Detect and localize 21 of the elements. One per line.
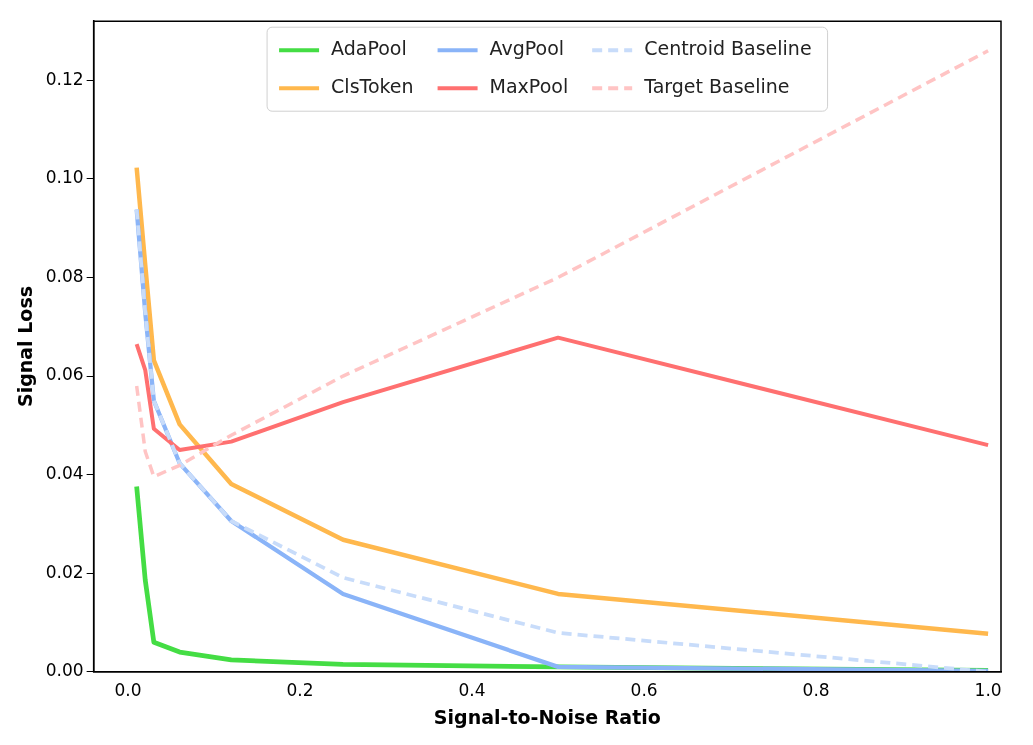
y-tick-label: 0.00 xyxy=(45,660,84,681)
x-tick-label: 0.4 xyxy=(458,680,486,701)
y-tick-label: 0.12 xyxy=(45,68,84,89)
x-tick-label: 0.0 xyxy=(114,680,142,701)
x-tick-label: 0.6 xyxy=(630,680,658,701)
legend-label: MaxPool xyxy=(489,75,569,98)
x-tick-label: 0.8 xyxy=(802,680,830,701)
legend-label: AdaPool xyxy=(331,37,407,60)
x-tick-label: 1.0 xyxy=(974,680,1002,701)
legend-label: ClsToken xyxy=(331,75,414,98)
y-tick-label: 0.08 xyxy=(45,265,84,286)
legend-label: AvgPool xyxy=(489,37,565,60)
y-tick-label: 0.06 xyxy=(45,364,84,385)
x-axis-title: Signal-to-Noise Ratio xyxy=(433,705,661,728)
y-tick-label: 0.04 xyxy=(45,463,84,484)
y-tick-label: 0.02 xyxy=(45,561,84,582)
x-tick-label: 0.2 xyxy=(286,680,314,701)
y-tick-label: 0.10 xyxy=(45,167,84,188)
legend-label: Centroid Baseline xyxy=(644,37,812,60)
y-axis-title: Signal Loss xyxy=(14,285,37,408)
legend-label: Target Baseline xyxy=(643,75,790,98)
